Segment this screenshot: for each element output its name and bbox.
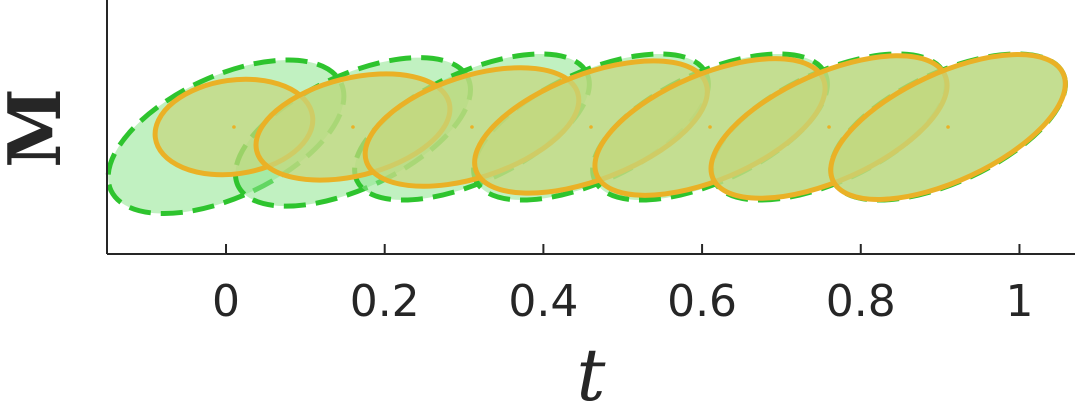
solid-ellipse-center-4 [708, 125, 712, 129]
y-axis-label: M [0, 88, 77, 168]
x-tick-label-1: 0.2 [350, 276, 420, 327]
solid-ellipse-center-2 [470, 125, 474, 129]
solid-ellipse-series [152, 52, 1068, 202]
axes [106, 0, 1075, 255]
x-tick-label-0: 0 [212, 276, 240, 327]
solid-ellipse-center-3 [589, 125, 593, 129]
solid-ellipse-center-6 [946, 125, 950, 129]
x-ticks: 0 0.2 0.4 0.6 0.8 1 [212, 244, 1033, 327]
solid-ellipse-center-1 [351, 125, 355, 129]
solid-ellipse-center-5 [827, 125, 831, 129]
x-axis-label: t [577, 333, 607, 404]
x-tick-label-3: 0.6 [667, 276, 737, 327]
x-tick-label-2: 0.4 [508, 276, 578, 327]
x-tick-label-5: 1 [1005, 276, 1033, 327]
solid-ellipse-center-0 [232, 125, 236, 129]
x-tick-label-4: 0.8 [826, 276, 896, 327]
